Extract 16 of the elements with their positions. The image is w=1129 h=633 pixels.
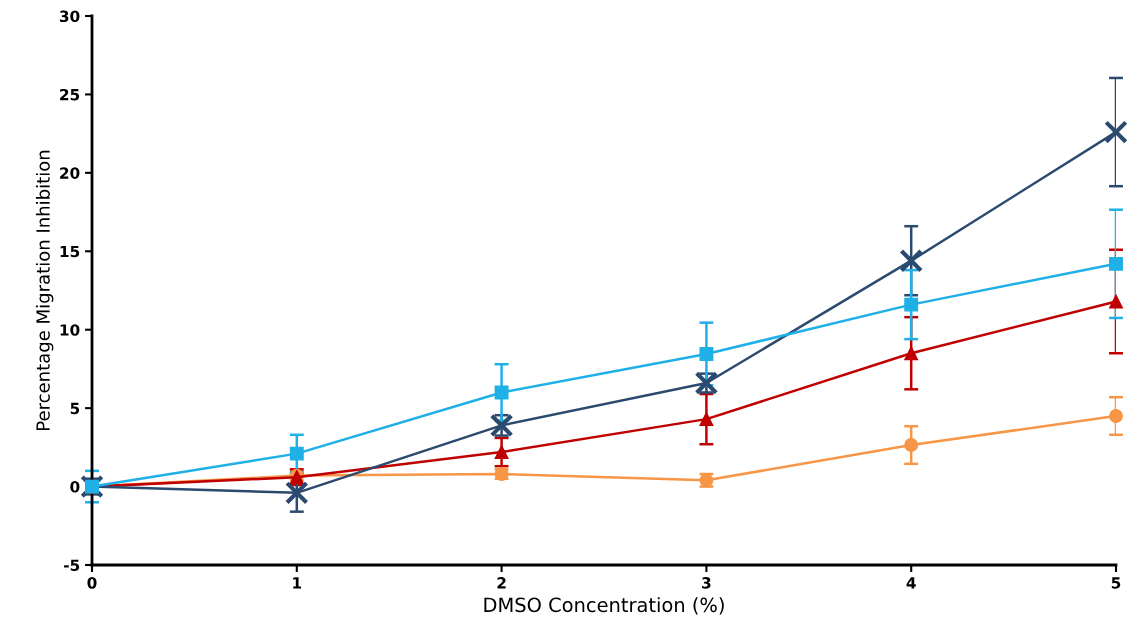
y-tick-label: -5 [64,559,80,572]
y-tick-label: 5 [70,402,80,415]
y-tick-label: 10 [60,324,80,336]
x-tick-label: 3 [702,577,711,589]
y-tick-label: 0 [70,481,80,493]
x-tick-label: 2 [497,577,506,589]
y-tick-label: 15 [60,245,80,258]
y-tick-label: 30 [59,10,80,23]
x-axis-title: DMSO Concentration (%) [484,597,724,615]
y-axis-title: Percentage Migration Inhibition [35,150,54,430]
y-tick-label: 20 [60,167,80,179]
x-tick-label: 1 [293,577,302,589]
x-tick-label: 5 [1111,577,1121,589]
x-tick-label: 0 [87,577,97,589]
y-tick-label: 25 [60,88,80,101]
x-tick-label: 4 [906,577,916,589]
